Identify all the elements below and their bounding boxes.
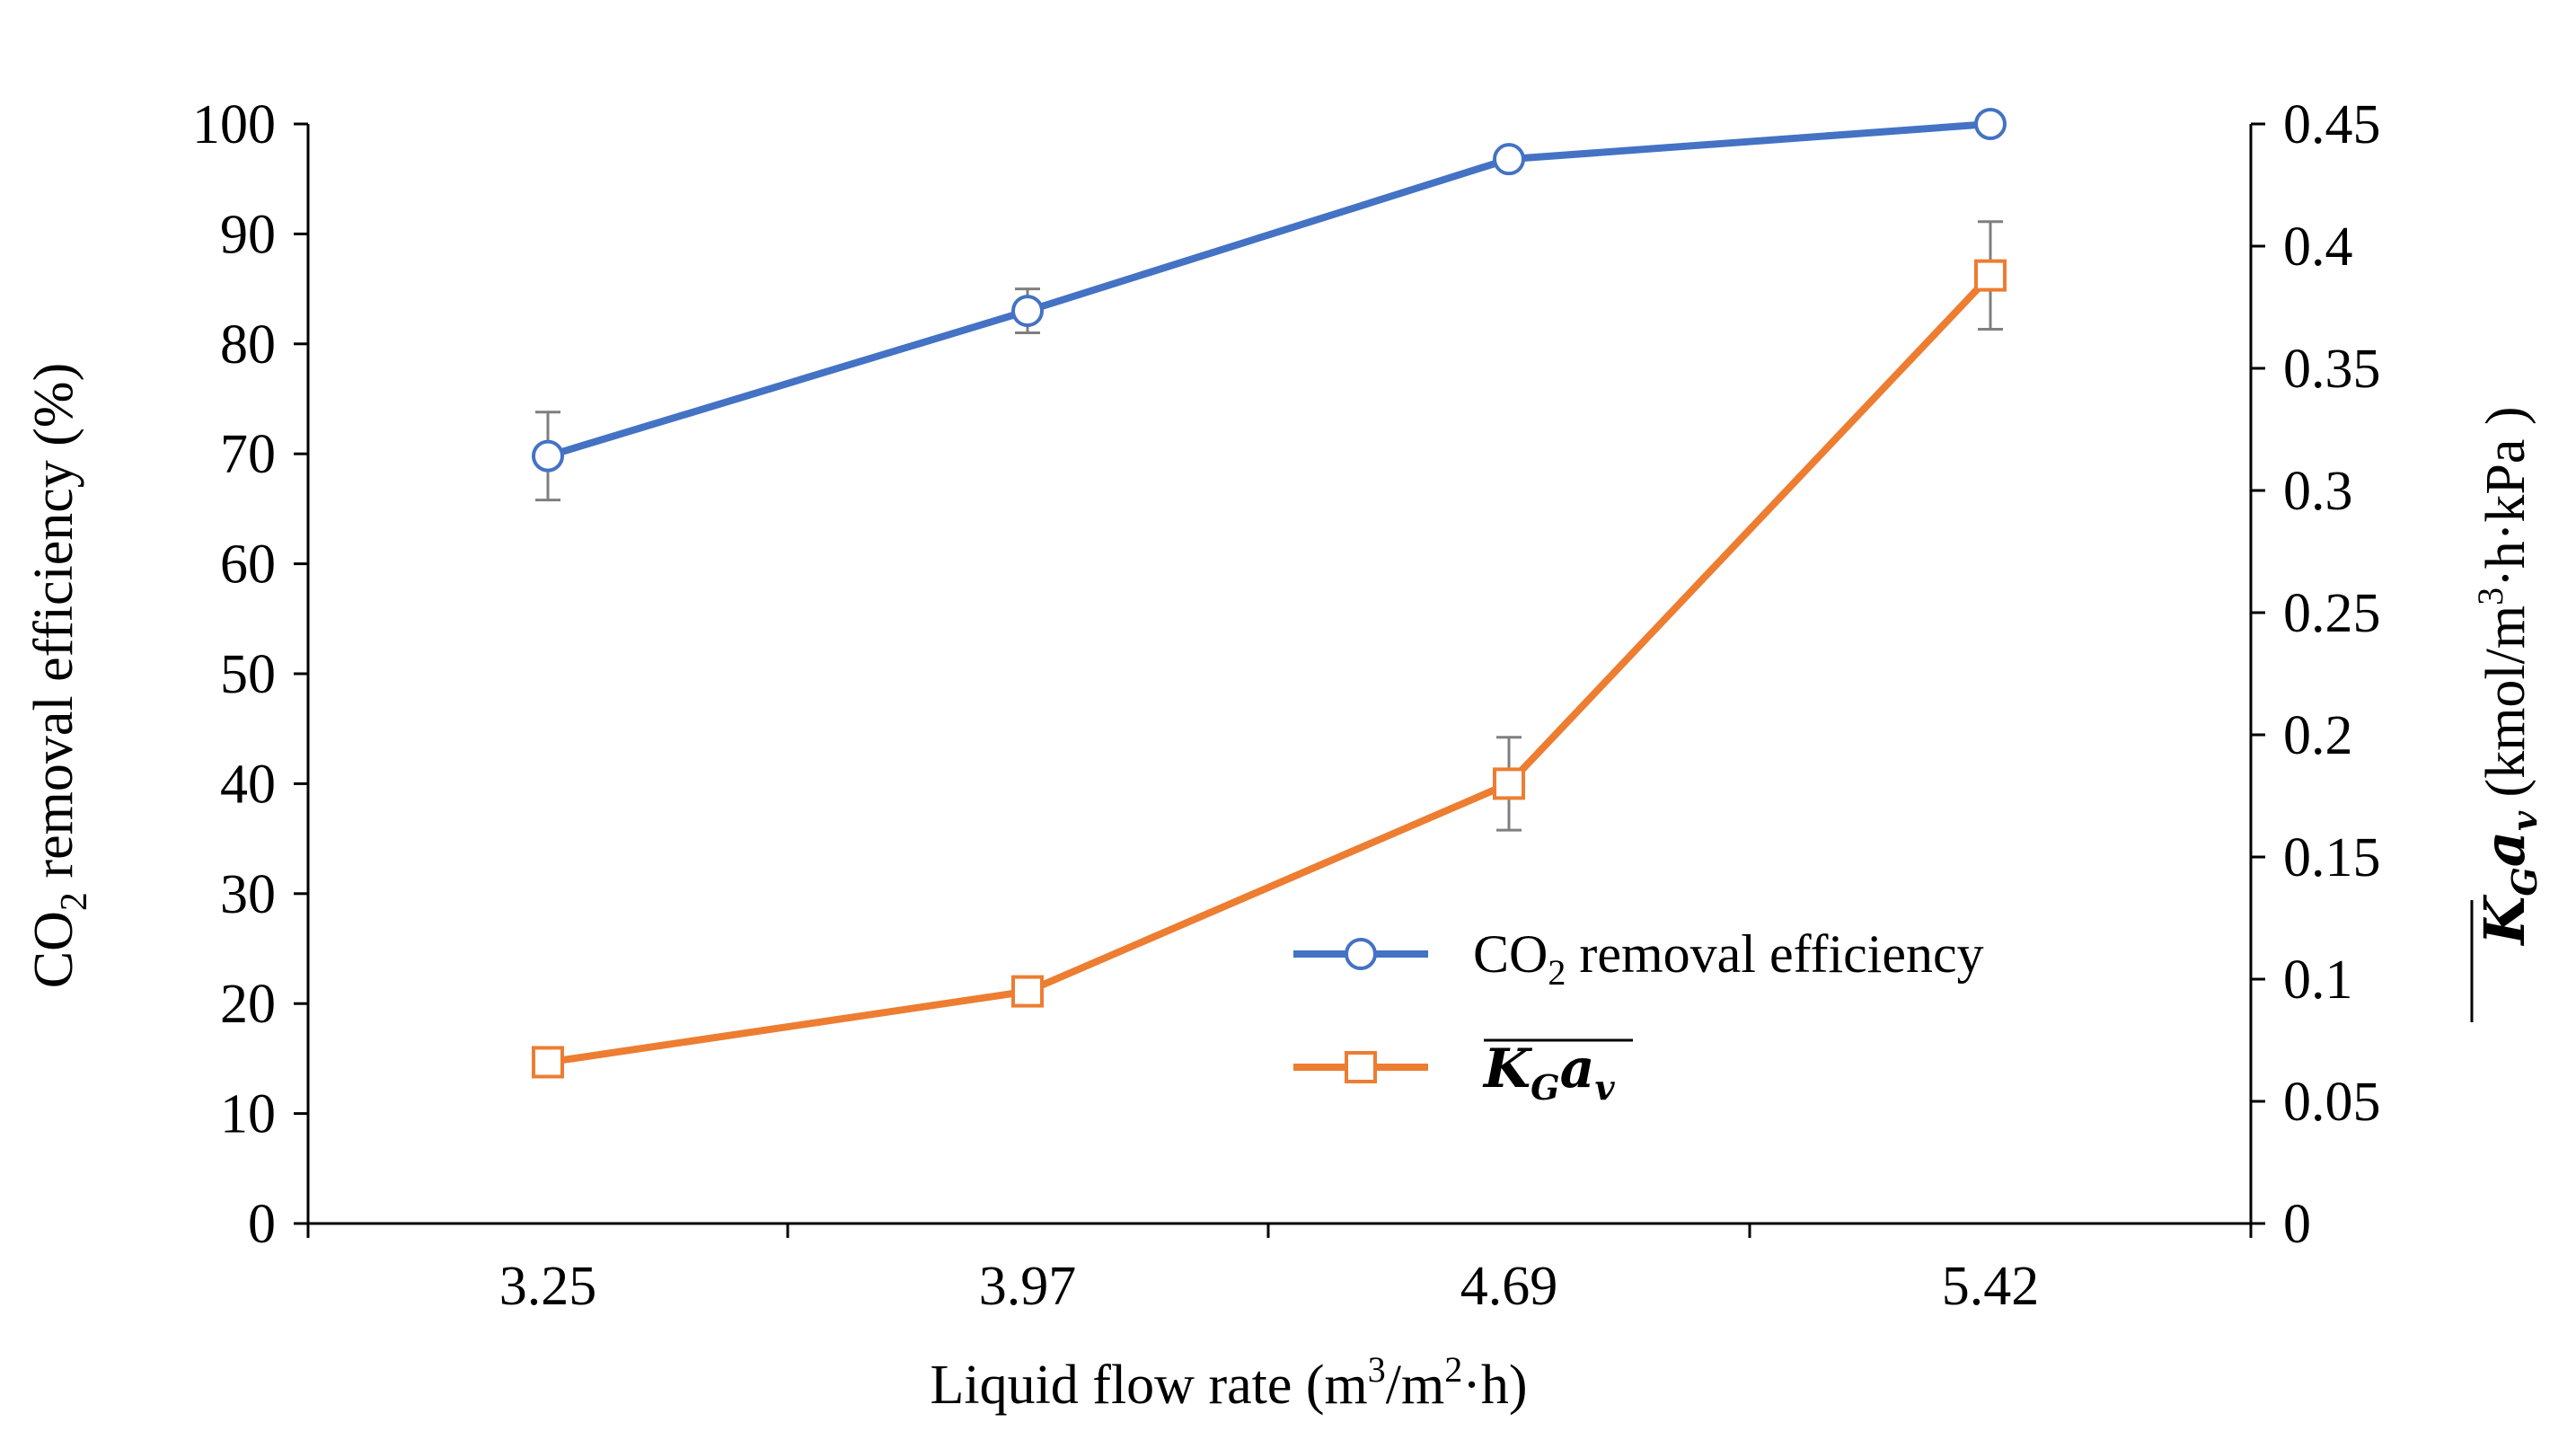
- right-tick-label: 0.1: [2283, 950, 2353, 1011]
- right-tick-label: 0.15: [2283, 827, 2381, 888]
- left-tick-label: 20: [220, 974, 276, 1035]
- right-tick-label: 0: [2283, 1194, 2311, 1255]
- data-point-kgav: [1011, 975, 1044, 1008]
- series-markers: [532, 108, 2007, 1079]
- right-y-ticks: 0 0.05 0.1 0.15 0.2 0.25 0.3 0.35 0.4 0.45: [2251, 94, 2381, 1255]
- left-tick-label: 70: [220, 424, 276, 485]
- left-tick-label: 10: [220, 1084, 276, 1145]
- data-point-co2: [1974, 108, 2007, 140]
- right-y-axis-label: KGav (kmol/m3·h·kPa ): [2470, 406, 2545, 1022]
- data-point-kgav: [1974, 259, 2007, 292]
- legend-entry-co2: CO2 removal efficiency: [1293, 924, 1984, 993]
- data-point-kgav: [532, 1046, 564, 1079]
- left-tick-label: 40: [220, 754, 276, 815]
- svg-text:KGav (kmol/m3·h·kPa ): KGav (kmol/m3·h·kPa ): [2470, 406, 2545, 946]
- series-line-co2: [546, 120, 1991, 460]
- data-point-co2: [1011, 295, 1044, 328]
- x-ticks: 3.25 3.97 4.69 5.42: [306, 1223, 2253, 1317]
- left-tick-label: 80: [220, 314, 276, 375]
- left-tick-label: 30: [220, 864, 276, 925]
- legend-label-co2: CO2 removal efficiency: [1473, 924, 1984, 993]
- left-tick-label: 0: [248, 1194, 276, 1255]
- series-line-kgav: [547, 272, 1993, 1066]
- series-lines: [546, 120, 1993, 1066]
- left-tick-label: 100: [192, 94, 276, 155]
- right-tick-label: 0.45: [2283, 94, 2381, 155]
- x-axis-label: Liquid flow rate (m3/m2·h): [930, 1349, 1527, 1416]
- legend-label-kgav: KGav: [1482, 1038, 1616, 1108]
- data-point-kgav: [1493, 767, 1525, 800]
- right-tick-label: 0.2: [2283, 705, 2353, 766]
- data-point-co2: [1493, 143, 1525, 176]
- right-tick-label: 0.4: [2283, 216, 2353, 278]
- x-tick-label: 3.97: [979, 1256, 1077, 1317]
- data-point-co2: [532, 439, 564, 473]
- x-tick-label: 4.69: [1460, 1256, 1558, 1317]
- left-tick-label: 90: [220, 204, 276, 265]
- right-tick-label: 0.35: [2283, 339, 2381, 400]
- left-y-ticks: 0 10 20 30 40 50 60 70 80 90 100: [192, 94, 308, 1255]
- left-y-axis-label: CO2 removal efficiency (%): [23, 363, 95, 988]
- axes: [306, 124, 2253, 1225]
- left-tick-label: 50: [220, 644, 276, 705]
- legend-entry-kgav: KGav: [1293, 1038, 1633, 1108]
- right-tick-label: 0.3: [2283, 461, 2353, 522]
- right-tick-label: 0.05: [2283, 1072, 2381, 1133]
- left-tick-label: 60: [220, 534, 276, 596]
- x-tick-label: 5.42: [1942, 1256, 2040, 1317]
- legend-marker-circle: [1345, 938, 1377, 970]
- legend: CO2 removal efficiency KGav: [1293, 924, 1984, 1108]
- x-tick-label: 3.25: [499, 1256, 597, 1317]
- right-tick-label: 0.25: [2283, 583, 2381, 644]
- legend-marker-square: [1345, 1051, 1377, 1083]
